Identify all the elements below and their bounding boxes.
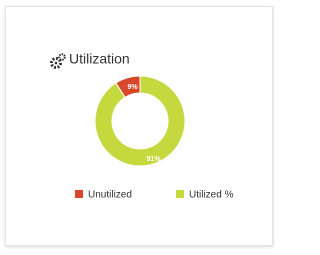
value-label: 9% [127, 84, 138, 91]
chart-title: Utilization [69, 51, 130, 67]
legend-swatch [176, 190, 184, 198]
legend-swatch [75, 190, 83, 198]
value-label: 91% [146, 156, 161, 163]
legend-label: Unutilized [88, 190, 132, 201]
gear-icon [50, 53, 66, 69]
legend-label: Utilized % [189, 190, 234, 201]
donut-segment [94, 75, 186, 167]
card [5, 6, 273, 246]
chart: Utilization 9% 91% Unutilized Utilized % [50, 51, 234, 201]
